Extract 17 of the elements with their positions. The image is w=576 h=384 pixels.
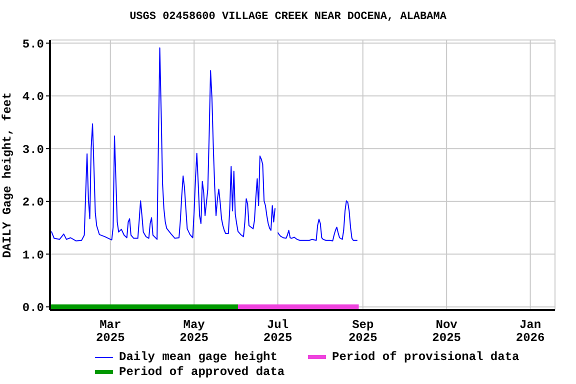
legend-label: Period of provisional data [332, 350, 520, 364]
legend-label: Period of approved data [119, 365, 285, 379]
chart-title: USGS 02458600 VILLAGE CREEK NEAR DOCENA, ALABAMA [128, 11, 448, 23]
x-tick-label: May 2025 [180, 318, 208, 345]
legend-label: Daily mean gage height [119, 350, 278, 364]
x-tick-label: Sep 2025 [348, 318, 378, 345]
x-tick-label: Jan 2026 [516, 318, 545, 345]
x-tick-label: Jul 2025 [263, 318, 292, 345]
x-tick-label: Nov 2025 [432, 318, 461, 345]
y-tick-label: 4.0 [22, 90, 44, 104]
x-tick-label: Mar 2025 [96, 318, 125, 345]
y-tick-label: 5.0 [22, 37, 44, 52]
y-axis-title: DAILY Gage height, feet [0, 92, 14, 258]
y-tick-label: 2.0 [22, 196, 44, 210]
y-tick-label: 0.0 [22, 301, 44, 316]
y-tick-label: 1.0 [22, 248, 44, 262]
y-tick-label: 3.0 [22, 142, 44, 157]
